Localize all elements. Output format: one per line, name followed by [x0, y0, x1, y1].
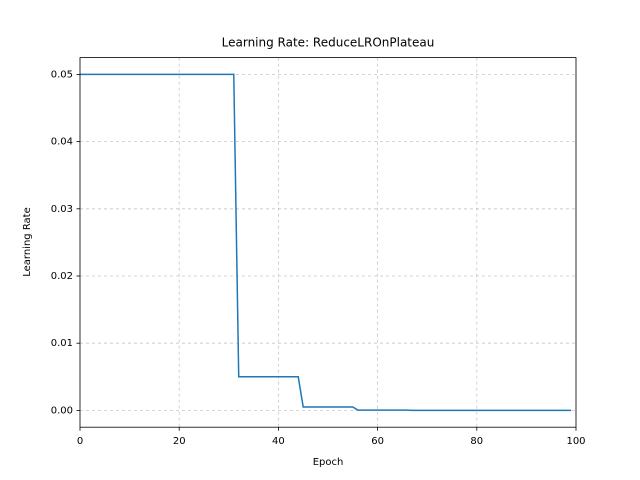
- x-tick-label: 80: [470, 436, 483, 447]
- chart-title: Learning Rate: ReduceLROnPlateau: [222, 36, 435, 50]
- y-tick-label: 0.02: [51, 271, 73, 282]
- x-tick-label: 60: [371, 436, 384, 447]
- plot-frame: [79, 57, 577, 428]
- y-tick-label: 0.03: [51, 204, 73, 215]
- x-tick-label: 0: [77, 436, 83, 447]
- y-axis-label: Learning Rate: [22, 207, 33, 277]
- x-tick-label: 40: [272, 436, 285, 447]
- x-tick-label: 100: [566, 436, 585, 447]
- y-tick-label: 0.05: [51, 69, 73, 80]
- line-series: [80, 73, 572, 412]
- x-axis-label: Epoch: [313, 457, 344, 468]
- x-tick-label: 20: [173, 436, 186, 447]
- y-tick-label: 0.04: [51, 137, 73, 148]
- y-tick-label: 0.00: [51, 405, 73, 416]
- y-tick-label: 0.01: [51, 338, 73, 349]
